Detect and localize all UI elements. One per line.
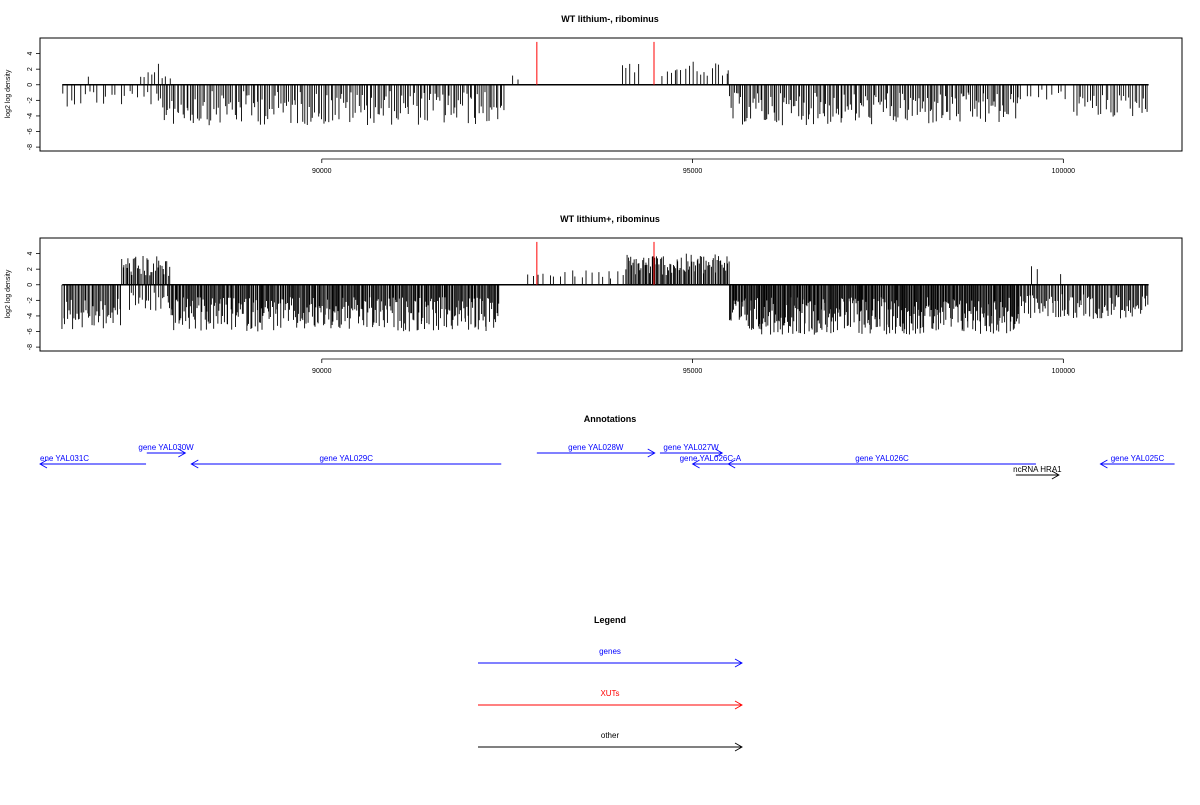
track-2-ytick-label: -4 xyxy=(27,313,34,319)
track-2-ytick-label: -6 xyxy=(27,328,34,334)
annotation-arrow-head xyxy=(691,459,700,469)
track-2-ytick-label: 4 xyxy=(27,252,34,256)
track-1-bars xyxy=(62,61,1149,126)
track-1-ylabel: log2 log density xyxy=(5,69,12,118)
track-2-ytick-label: -2 xyxy=(27,297,34,303)
track-2-ytick-label: 2 xyxy=(27,267,34,271)
track-2-xtick-label: 100000 xyxy=(1052,368,1075,375)
legend-panel: Legend genes XUTs other xyxy=(478,615,743,752)
track-2-bars xyxy=(61,253,1149,335)
annotation-arrow-head xyxy=(727,459,736,469)
annotation-arrow-head xyxy=(1099,459,1108,469)
track-2-xaxis: 90000 95000 100000 xyxy=(312,358,1075,375)
annotation-label: gene YAL026C xyxy=(855,454,909,463)
annotations-panel: Annotations ene YAL031C gene YAL030W gene … xyxy=(39,414,1175,480)
track-1-ytick-label: 0 xyxy=(27,83,34,87)
legend-arrow-head xyxy=(734,700,743,710)
track-1-ytick-label: 4 xyxy=(27,52,34,56)
track-2-xtick-label: 90000 xyxy=(312,368,332,375)
annotation-feature: gene YAL028W xyxy=(536,443,656,458)
legend-arrow-head xyxy=(734,658,743,668)
track-2-xut-markers xyxy=(536,241,655,285)
annotation-arrow-head xyxy=(647,448,656,458)
track-1-ytick-label: -2 xyxy=(27,97,34,103)
track-1-yaxis: -8 -6 -4 -2 0 2 4 xyxy=(27,52,41,150)
track-2-yaxis: -8 -6 -4 -2 0 2 4 xyxy=(27,252,41,350)
annotation-arrow-head xyxy=(39,459,48,469)
legend-item-label: genes xyxy=(599,647,621,656)
annotation-feature: gene YAL030W xyxy=(138,443,194,458)
annotation-feature: gene YAL027W xyxy=(659,443,724,458)
annotation-feature: ene YAL031C xyxy=(39,454,147,469)
annotation-label: ene YAL031C xyxy=(40,454,89,463)
track-1-ytick-label: -4 xyxy=(27,113,34,119)
annotation-label: gene YAL026C-A xyxy=(680,454,742,463)
track-1-xtick-label: 100000 xyxy=(1052,168,1075,175)
track-1-ytick-label: 2 xyxy=(27,67,34,71)
track-1-title: WT lithium-, ribominus xyxy=(561,14,659,24)
legend-item: genes xyxy=(478,647,743,668)
track-2-title: WT lithium+, ribominus xyxy=(560,214,660,224)
annotation-arrow-head xyxy=(190,459,199,469)
annotations-title: Annotations xyxy=(584,414,637,424)
track-1-xut-markers xyxy=(536,41,655,85)
annotation-label: gene YAL027W xyxy=(663,443,719,452)
annotation-label: gene YAL028W xyxy=(568,443,624,452)
track-panel-2: WT lithium+, ribominus log2 log density … xyxy=(5,214,1183,375)
track-2-xtick-label: 95000 xyxy=(683,368,703,375)
track-2-ytick-label: -8 xyxy=(27,344,34,350)
annotation-label: gene YAL029C xyxy=(319,454,373,463)
annotation-feature: gene YAL029C xyxy=(190,454,502,469)
legend-item: other xyxy=(478,731,743,752)
track-1-xaxis: 90000 95000 100000 xyxy=(312,158,1075,175)
legend-items: genes XUTs other xyxy=(478,647,743,752)
track-panel-1: WT lithium-, ribominus log2 log density … xyxy=(5,14,1183,175)
annotation-label: gene YAL025C xyxy=(1111,454,1165,463)
annotation-arrow-head xyxy=(715,448,724,458)
annotation-features: ene YAL031C gene YAL030W gene YAL029C gene … xyxy=(39,443,1175,480)
legend-item: XUTs xyxy=(478,689,743,710)
track-1-ytick-label: -8 xyxy=(27,144,34,150)
annotation-arrow-head xyxy=(1051,470,1060,480)
track-1-ytick-label: -6 xyxy=(27,128,34,134)
annotation-arrow-head xyxy=(178,448,187,458)
annotation-feature: gene YAL026C-A xyxy=(680,454,742,469)
legend-item-label: other xyxy=(601,731,620,740)
legend-arrow-head xyxy=(734,742,743,752)
annotation-feature: ncRNA HRA1 xyxy=(1013,465,1062,480)
annotation-label: gene YAL030W xyxy=(138,443,194,452)
track-2-ylabel: log2 log density xyxy=(5,269,12,318)
track-2-ytick-label: 0 xyxy=(27,283,34,287)
legend-title: Legend xyxy=(594,615,626,625)
track-1-xtick-label: 90000 xyxy=(312,168,332,175)
legend-item-label: XUTs xyxy=(600,689,619,698)
annotation-feature: gene YAL026C xyxy=(727,454,1036,469)
track-1-xtick-label: 95000 xyxy=(683,168,703,175)
annotation-feature: gene YAL025C xyxy=(1099,454,1175,469)
annotation-label: ncRNA HRA1 xyxy=(1013,465,1062,474)
